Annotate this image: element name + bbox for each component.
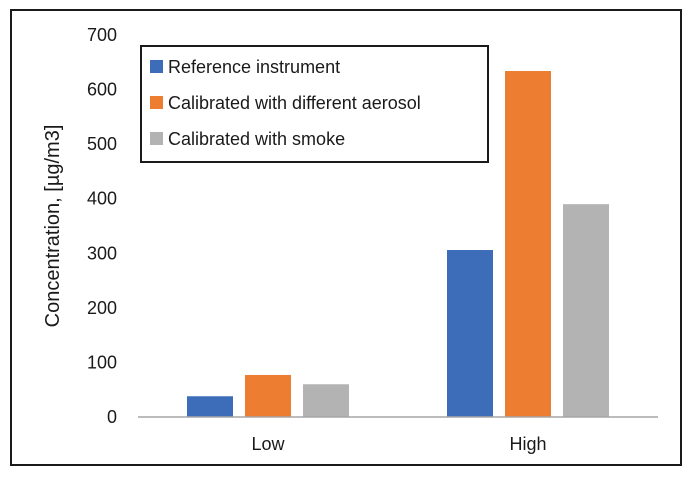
x-category-label: High bbox=[509, 434, 546, 454]
legend: Reference instrument Calibrated with diff… bbox=[140, 45, 489, 163]
y-tick-label: 0 bbox=[107, 407, 117, 427]
legend-box bbox=[140, 45, 489, 163]
bar-high-series-2 bbox=[505, 71, 551, 417]
bar-high-series-1 bbox=[447, 250, 493, 417]
legend-swatch-2 bbox=[150, 96, 163, 109]
y-axis-title: Concentration, [µg/m3] bbox=[42, 125, 64, 328]
y-tick-label: 600 bbox=[87, 80, 117, 100]
bar-high-series-3 bbox=[563, 204, 609, 417]
bar-low-series-2 bbox=[245, 374, 291, 417]
bars bbox=[187, 71, 609, 417]
y-tick-label: 700 bbox=[87, 25, 117, 45]
x-axis-categories: Low High bbox=[251, 434, 546, 454]
legend-swatch-1 bbox=[150, 60, 163, 73]
legend-label-2: Calibrated with different aerosol bbox=[168, 93, 421, 113]
y-tick-label: 500 bbox=[87, 134, 117, 154]
y-tick-label: 200 bbox=[87, 298, 117, 318]
legend-label-3: Calibrated with smoke bbox=[168, 129, 345, 149]
x-category-label: Low bbox=[251, 434, 285, 454]
bar-low-series-3 bbox=[303, 384, 349, 417]
bar-low-series-1 bbox=[187, 396, 233, 417]
y-axis-ticks: 0 100 200 300 400 500 600 700 bbox=[87, 25, 117, 427]
y-tick-label: 400 bbox=[87, 189, 117, 209]
y-tick-label: 100 bbox=[87, 352, 117, 372]
legend-swatch-3 bbox=[150, 132, 163, 145]
y-tick-label: 300 bbox=[87, 243, 117, 263]
legend-label-1: Reference instrument bbox=[168, 57, 340, 77]
